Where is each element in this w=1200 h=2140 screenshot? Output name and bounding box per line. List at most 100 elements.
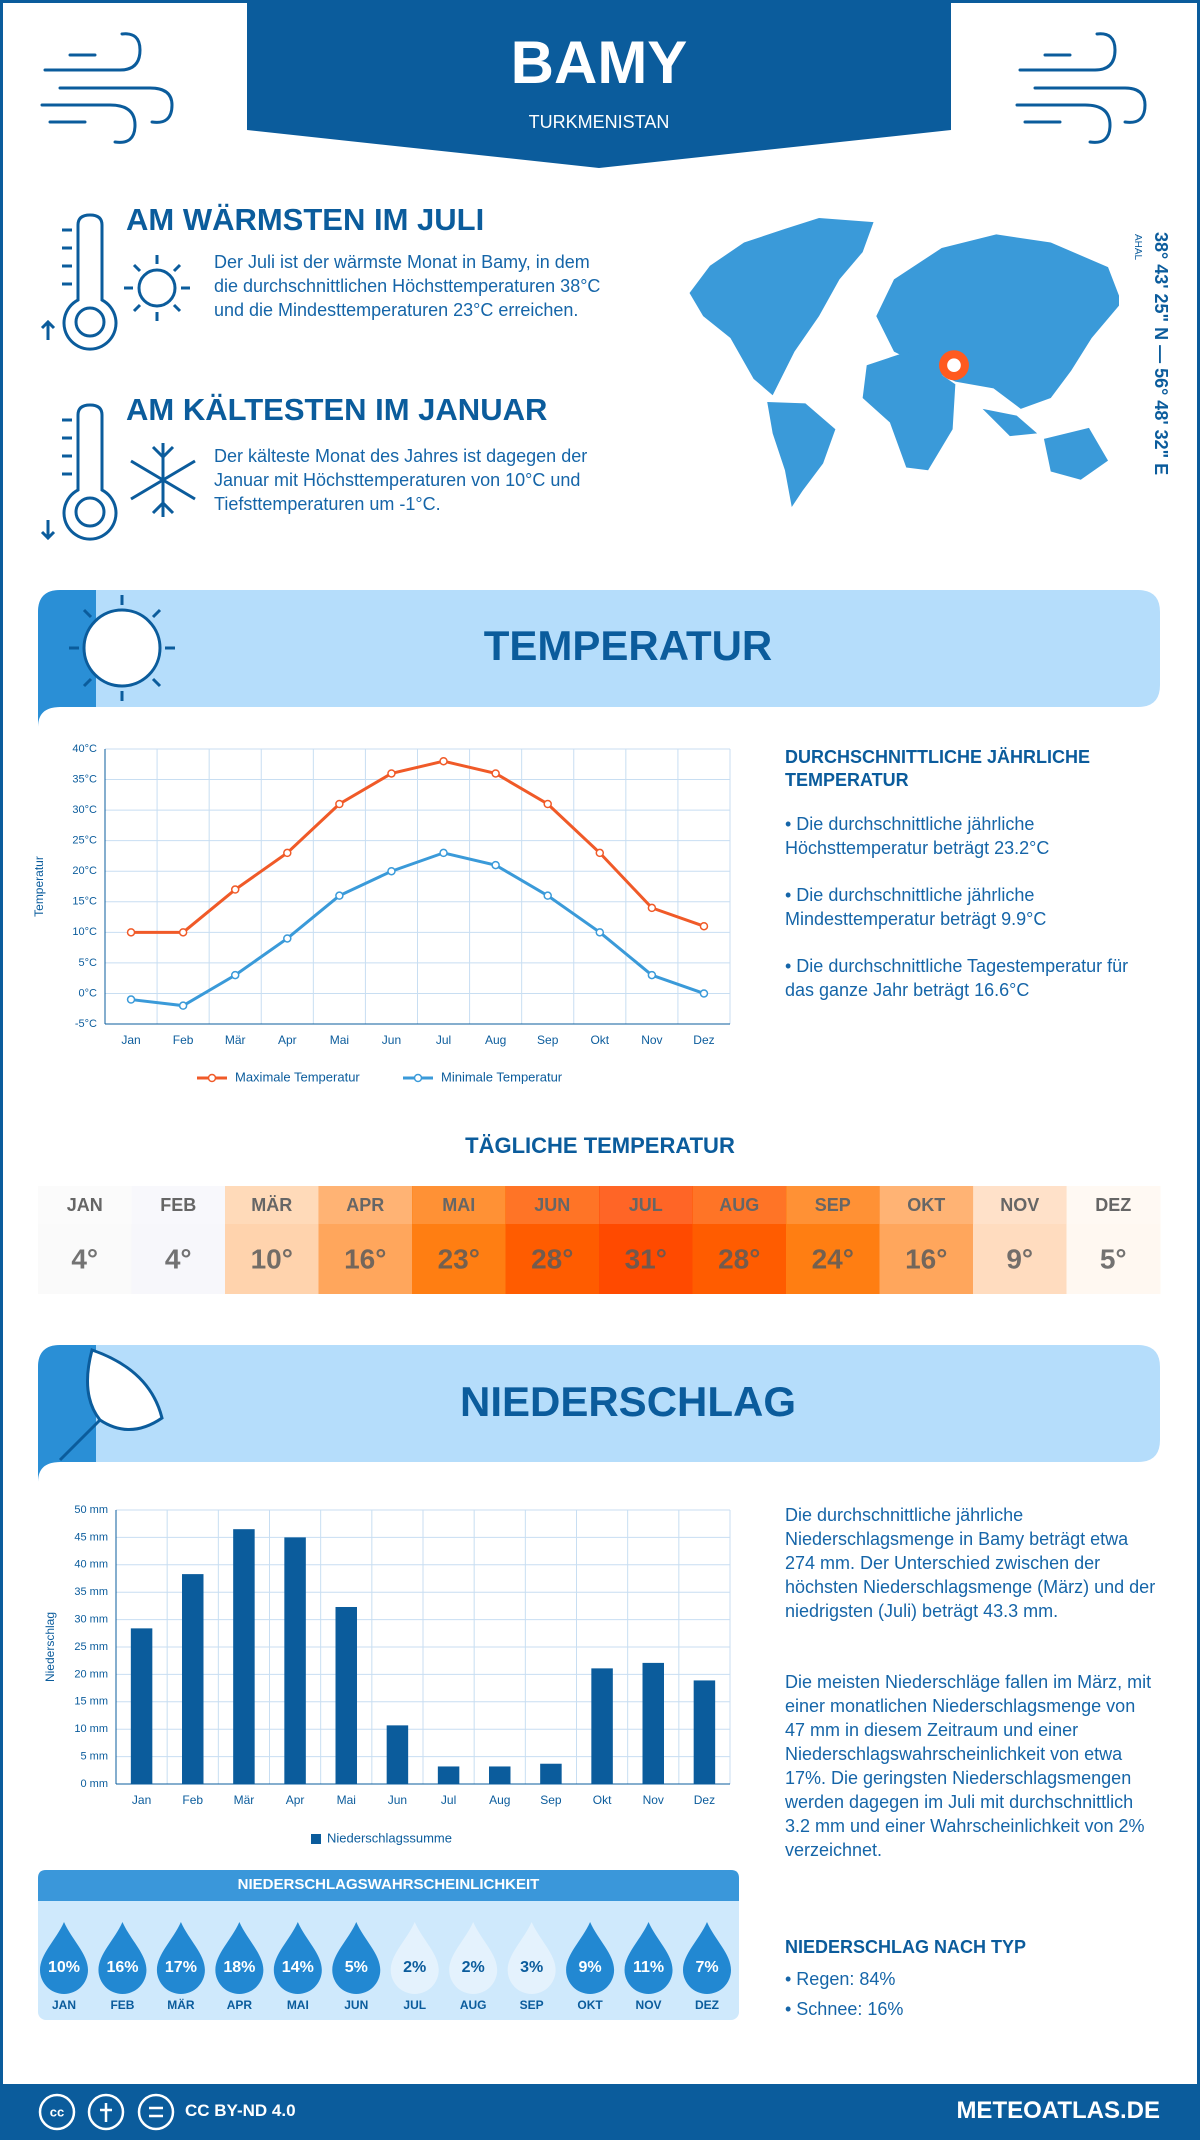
temperature-label: 4° [165, 1243, 192, 1274]
x-tick-label: Sep [540, 1793, 562, 1807]
month-cell [973, 1186, 1067, 1224]
type-item: • Schnee: 16% [785, 1999, 904, 2019]
license-icons [38, 2093, 175, 2131]
point [230, 970, 240, 980]
drop [566, 1922, 615, 1994]
point [335, 799, 344, 809]
month-label: APR [346, 1195, 384, 1215]
country: TURKMENISTAN [528, 112, 670, 132]
drop-month: SEP [520, 1998, 544, 2012]
city-title: BAMY [510, 29, 688, 96]
temperature-cell [131, 1224, 226, 1294]
point [230, 885, 240, 894]
drop-month: JUL [403, 1998, 426, 2012]
month-cell [225, 1186, 319, 1224]
summary-bullet: • Die durchschnittliche Tagestemperatur … [785, 956, 1129, 1000]
point [595, 848, 605, 858]
coldest-text: Der kälteste Monat des Jahres ist dagege… [214, 446, 588, 514]
bar [182, 1574, 204, 1784]
warmest-text: Der Juli ist der wärmste Monat in Bamy, … [214, 252, 601, 320]
drop-label: 18% [223, 1959, 255, 1976]
x-tick-label: Mär [225, 1033, 246, 1047]
header-band [247, 0, 951, 168]
point [543, 799, 552, 809]
x-tick-label: Mai [337, 1793, 356, 1807]
temperature-label: 4° [71, 1243, 98, 1274]
umbrella-icon [58, 1348, 164, 1462]
x-tick-label: Jul [436, 1033, 451, 1047]
y-tick-label: 15°C [72, 896, 97, 908]
legend-label: Minimale Temperatur [441, 1069, 563, 1084]
y-tick-label: 10°C [72, 926, 97, 938]
point [126, 995, 136, 1004]
x-tick-label: Sep [537, 1033, 559, 1047]
point [283, 848, 292, 858]
temperature-label: 31° [625, 1243, 667, 1274]
temperature-label: 23° [438, 1243, 480, 1274]
y-tick-label: 20°C [72, 865, 97, 877]
x-tick-label: Mär [234, 1793, 255, 1807]
drop-label: 10% [48, 1959, 80, 1976]
month-label: AUG [719, 1195, 759, 1215]
x-tick-label: Feb [182, 1793, 203, 1807]
type-item: • Regen: 84% [785, 1969, 896, 1989]
point [595, 928, 605, 937]
bar [233, 1529, 255, 1784]
banner-corner [38, 1345, 96, 1482]
temperature-cell [318, 1224, 413, 1294]
month-label: MÄR [251, 1195, 292, 1215]
drop-month: MAI [287, 1998, 309, 2012]
point [699, 921, 709, 931]
temperature-label: 28° [531, 1243, 573, 1274]
x-tick-label: Okt [593, 1793, 612, 1807]
drop [98, 1922, 147, 1994]
precip-text: Die meisten Niederschläge fallen im März… [785, 1672, 1152, 1860]
month-cell [1066, 1186, 1161, 1224]
drop-label: 17% [165, 1959, 197, 1976]
x-tick-label: Dez [693, 1033, 714, 1047]
region: AHAL [1132, 234, 1143, 261]
point [699, 989, 709, 998]
point [491, 860, 500, 870]
wind-icon [40, 32, 1147, 144]
month-label: SEP [815, 1195, 851, 1215]
drop-label: 2% [403, 1959, 426, 1976]
section-title: TEMPERATUR [483, 622, 773, 669]
x-tick-label: Jun [382, 1033, 401, 1047]
temperature-cell [505, 1224, 600, 1294]
y-tick-label: 30 mm [74, 1614, 108, 1626]
month-label: JUL [629, 1195, 663, 1215]
temperature-label: 5° [1100, 1243, 1127, 1274]
footer-band [0, 2084, 1200, 2140]
drop-label: 16% [106, 1959, 138, 1976]
x-tick-label: Mai [330, 1033, 349, 1047]
month-cell [318, 1186, 413, 1224]
warmest-title: AM WÄRMSTEN IM JULI [126, 202, 485, 237]
temperature-label: 10° [251, 1243, 293, 1274]
month-label: DEZ [1095, 1195, 1131, 1215]
temperature-cell [692, 1224, 787, 1294]
y-tick-label: 30°C [72, 804, 97, 816]
drop-label: 5% [345, 1959, 368, 1976]
bar [386, 1725, 409, 1784]
point [439, 848, 448, 858]
x-tick-label: Dez [694, 1793, 715, 1807]
drop-label: 2% [462, 1959, 485, 1976]
bar [489, 1766, 511, 1784]
temperature-label: 24° [812, 1243, 854, 1274]
temperature-cell [879, 1224, 974, 1294]
drop-month: MÄR [167, 1997, 195, 2012]
y-tick-label: 35 mm [74, 1586, 108, 1598]
point [647, 903, 657, 913]
temperature-cell [1066, 1224, 1161, 1294]
drop-month: JUN [344, 1998, 368, 2012]
month-label: FEB [160, 1195, 196, 1215]
coldest-title: AM KÄLTESTEN IM JANUAR [126, 392, 548, 427]
site[interactable]: METEOATLAS.DE [956, 2097, 1160, 2124]
drop-month: FEB [110, 1998, 134, 2012]
summary-bullet: • Die durchschnittliche jährliche Höchst… [785, 814, 1050, 858]
x-tick-label: Aug [489, 1793, 510, 1807]
y-tick-label: 20 mm [74, 1668, 108, 1680]
temperature-cell [225, 1224, 319, 1294]
